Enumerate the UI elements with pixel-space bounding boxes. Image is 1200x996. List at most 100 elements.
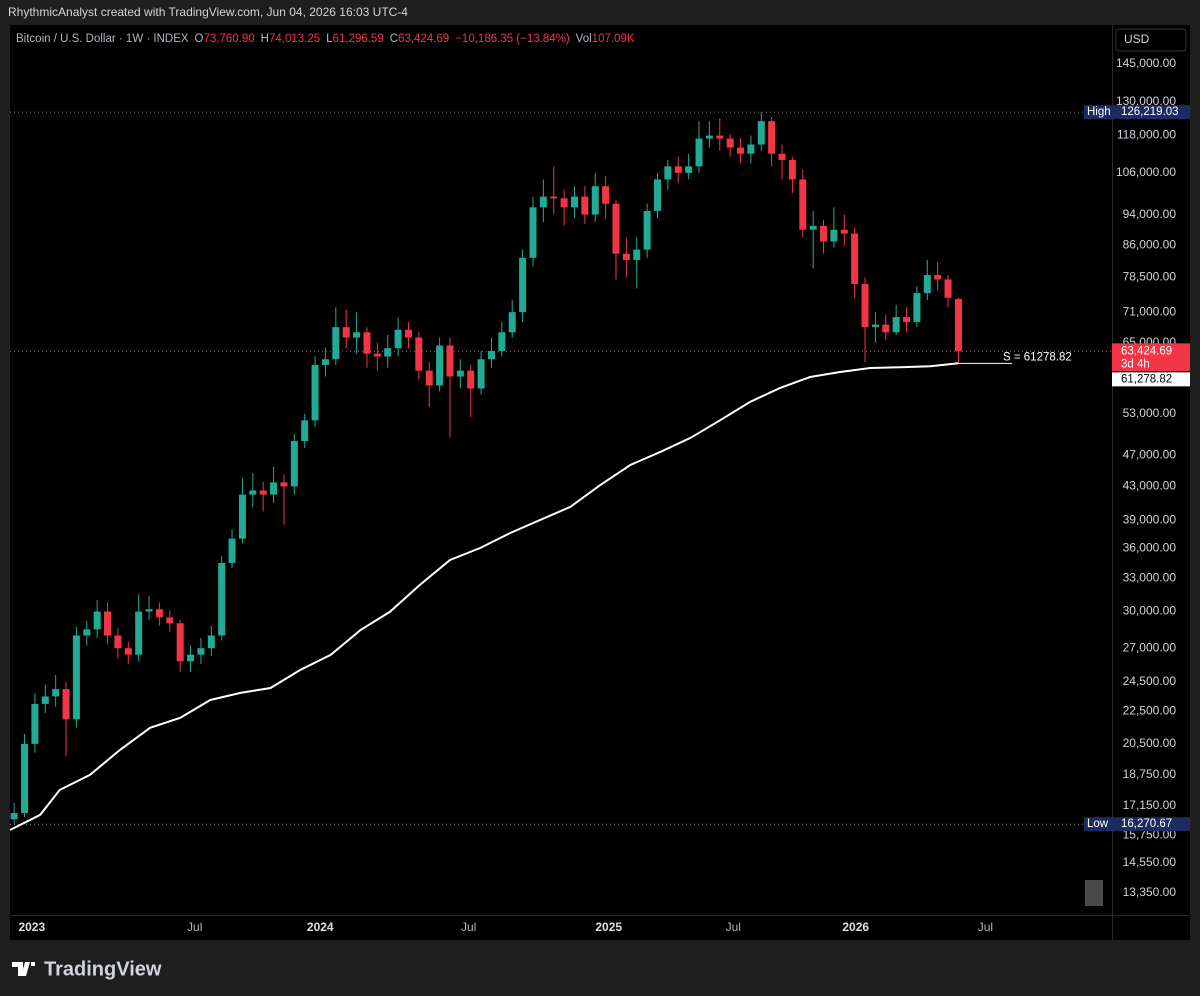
candle-body xyxy=(871,324,879,328)
y-tick-label: 53,000.00 xyxy=(1123,406,1177,420)
candle-body xyxy=(93,611,101,630)
candle-body xyxy=(166,617,174,624)
high-badge-label: High xyxy=(1087,106,1111,118)
y-tick-label: 118,000.00 xyxy=(1117,128,1176,142)
y-tick-label: 39,000.00 xyxy=(1123,513,1177,527)
candle-body xyxy=(498,332,506,351)
y-tick-label: 130,000.00 xyxy=(1116,94,1176,108)
y-tick-label: 94,000.00 xyxy=(1123,207,1177,221)
candle-body xyxy=(145,609,153,612)
candle-body xyxy=(622,253,630,260)
candle-body xyxy=(31,703,39,744)
chart-panel xyxy=(10,25,1190,940)
x-tick-label: Jul xyxy=(726,920,741,934)
candle-body xyxy=(674,166,682,173)
y-tick-label: 30,000.00 xyxy=(1123,604,1177,618)
currency-button[interactable] xyxy=(1115,28,1187,52)
last-price-countdown: 3d 4h xyxy=(1121,358,1150,370)
last-price-value: 63,424.69 xyxy=(1121,345,1172,357)
candle-body xyxy=(238,494,246,539)
brand-logo xyxy=(12,962,35,976)
high-badge-value: 126,219.03 xyxy=(1121,106,1179,118)
legend-close-label: C xyxy=(390,33,398,45)
header-caption: RhythmicAnalyst created with TradingView… xyxy=(8,5,408,19)
sma-price-box xyxy=(1112,372,1190,387)
legend-close: 63,424.69 xyxy=(398,33,449,45)
candle-body xyxy=(851,233,859,284)
sma-price-value: 61,278.82 xyxy=(1121,373,1172,385)
candle-body xyxy=(363,332,371,354)
candle-body xyxy=(270,482,278,495)
candle-body xyxy=(373,353,381,357)
x-tick-label: Jul xyxy=(461,920,476,934)
y-tick-label: 36,000.00 xyxy=(1123,540,1177,554)
candle-body xyxy=(664,166,672,180)
legend-high-label: H xyxy=(261,33,269,45)
candle-body xyxy=(799,179,807,230)
x-tick-label: 2025 xyxy=(595,920,622,934)
y-tick-label: 47,000.00 xyxy=(1123,448,1177,462)
candle-body xyxy=(135,611,143,655)
y-tick-label: 27,000.00 xyxy=(1123,640,1177,654)
y-tick-label: 24,500.00 xyxy=(1123,674,1177,688)
candle-body xyxy=(404,329,412,338)
candle-body xyxy=(892,317,900,333)
candle-body xyxy=(705,135,713,139)
candle-body xyxy=(903,317,911,323)
candle-body xyxy=(10,813,18,820)
candle-body xyxy=(104,611,112,636)
candle-body xyxy=(124,648,132,655)
candle-body xyxy=(72,635,80,720)
candle-body xyxy=(539,196,547,208)
last-price-box xyxy=(1112,343,1190,372)
candle-body xyxy=(809,225,817,230)
y-tick-label: 17,150.00 xyxy=(1123,798,1177,812)
candle-body xyxy=(353,332,361,338)
candle-body xyxy=(197,648,205,655)
candle-body xyxy=(52,689,60,697)
candle-body xyxy=(726,138,734,148)
candle-body xyxy=(477,359,485,389)
candle-body xyxy=(747,144,755,154)
y-tick-label: 14,550.00 xyxy=(1123,855,1177,869)
x-tick-label: Jul xyxy=(978,920,993,934)
candle-body xyxy=(923,275,931,294)
candle-body xyxy=(560,198,568,208)
candle-body xyxy=(321,359,329,365)
candle-body xyxy=(570,196,578,208)
legend-low: 61,296.59 xyxy=(333,33,384,45)
candle-body xyxy=(778,153,786,160)
candle-body xyxy=(695,138,703,167)
candle-body xyxy=(820,225,828,242)
candle-body xyxy=(21,743,29,814)
scroll-button[interactable] xyxy=(1085,880,1103,906)
legend-volume-label: Vol xyxy=(576,33,592,45)
candle-body xyxy=(155,609,163,618)
candle-body xyxy=(882,324,890,333)
legend-low-label: L xyxy=(326,33,333,45)
candles xyxy=(10,112,962,825)
candle-body xyxy=(550,196,558,199)
candle-body xyxy=(176,623,184,662)
candle-body xyxy=(934,275,942,280)
y-tick-label: 145,000.00 xyxy=(1116,56,1176,70)
y-tick-label: 22,500.00 xyxy=(1123,704,1177,718)
candle-body xyxy=(602,186,610,204)
candle-body xyxy=(394,329,402,349)
candle-body xyxy=(425,370,433,386)
currency-label[interactable]: USD xyxy=(1124,32,1150,46)
low-badge-label: Low xyxy=(1087,818,1109,830)
legend-symbol: Bitcoin / U.S. Dollar · 1W · INDEX xyxy=(16,33,189,45)
legend: Bitcoin / U.S. Dollar · 1W · INDEX O73,76… xyxy=(16,33,635,45)
candle-body xyxy=(716,135,724,139)
candle-body xyxy=(456,370,464,377)
x-tick-label: 2026 xyxy=(842,920,869,934)
legend-open: 73,760.90 xyxy=(204,33,255,45)
candle-body xyxy=(342,327,350,338)
candle-body xyxy=(737,147,745,154)
candle-body xyxy=(954,298,962,352)
candle-body xyxy=(643,210,651,250)
legend-open-label: O xyxy=(195,33,204,45)
candle-body xyxy=(591,186,599,215)
